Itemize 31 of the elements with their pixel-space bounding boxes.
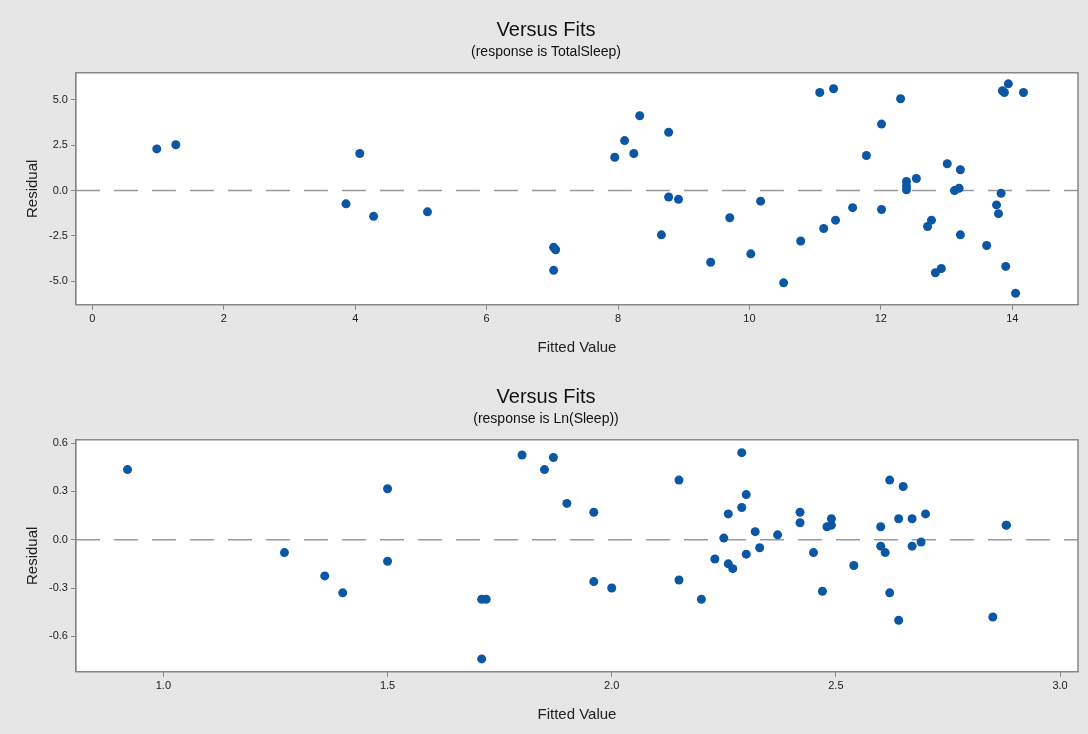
y-tick-label: 0.6: [52, 436, 68, 449]
y-tick-label: 0.0: [52, 183, 68, 196]
x-tick-label: 12: [874, 312, 887, 325]
x-axis-title: Fitted Value: [537, 705, 617, 723]
x-tick-label: 2.0: [604, 679, 620, 692]
x-tick-label: 3.0: [1052, 679, 1068, 692]
chart-subtitle: (response is TotalSleep): [471, 43, 621, 60]
chart-title: Versus Fits: [496, 17, 596, 40]
x-tick-label: 2: [220, 312, 227, 325]
x-tick-label: 2.5: [828, 679, 844, 692]
y-tick-label: 0.3: [52, 484, 68, 497]
x-axis-title: Fitted Value: [537, 338, 617, 356]
x-tick-label: 8: [614, 312, 622, 325]
y-tick-label: 5.0: [52, 93, 68, 106]
chart-subtitle: (response is Ln(Sleep)): [473, 410, 619, 427]
x-tick-label: 1.5: [379, 679, 396, 692]
x-tick-label: 6: [483, 312, 490, 325]
y-tick-label: 0.0: [52, 532, 68, 545]
x-tick-label: 4: [352, 312, 359, 325]
x-tick-label: 14: [1006, 312, 1019, 325]
y-tick-label: -5.0: [48, 274, 68, 287]
y-tick-label: 2.5: [52, 138, 68, 151]
chart-title: Versus Fits: [496, 384, 596, 407]
x-tick-label: 10: [743, 312, 756, 325]
x-tick-label: 0: [89, 312, 96, 325]
y-tick-label: -0.3: [48, 581, 68, 594]
y-axis-title: Residual: [23, 159, 41, 218]
y-tick-label: -2.5: [48, 228, 68, 241]
y-tick-label: -0.6: [48, 629, 68, 642]
y-axis-title: Residual: [23, 526, 41, 585]
x-tick-label: 1.0: [155, 679, 172, 692]
